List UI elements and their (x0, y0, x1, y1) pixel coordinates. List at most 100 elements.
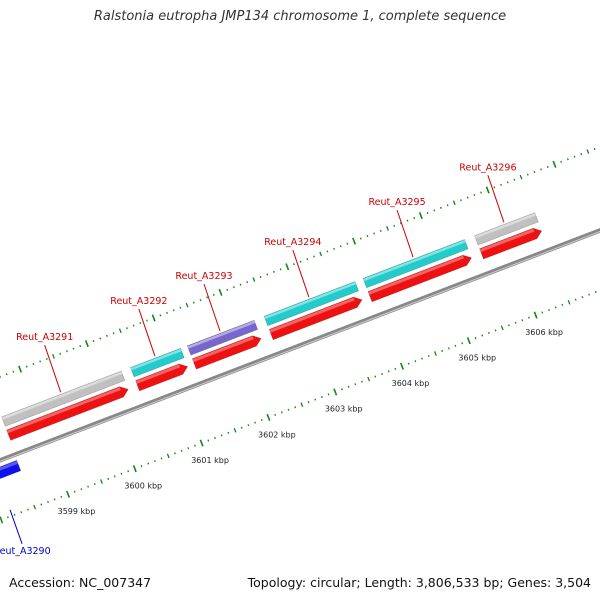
gene-leader-line (203, 283, 221, 332)
outer-tick (446, 204, 449, 207)
outer-tick (480, 191, 482, 194)
outer-tick (399, 222, 402, 225)
gene-label[interactable]: Reut_A3294 (264, 237, 321, 248)
inner-tick (180, 449, 183, 452)
outer-tick (393, 224, 396, 227)
outer-tick (540, 168, 543, 171)
gene-label[interactable]: Reut_A3290 (0, 546, 51, 557)
outer-tick (252, 277, 256, 282)
inner-tick (434, 351, 437, 356)
outer-tick (306, 258, 309, 261)
inner-tick (327, 393, 330, 396)
inner-tick (320, 395, 323, 399)
inner-tick (407, 362, 410, 365)
inner-tick (266, 413, 271, 422)
outer-tick (352, 237, 357, 245)
inner-tick (528, 316, 530, 319)
chromosome-backbone (0, 228, 600, 463)
gene-label[interactable]: Reut_A3291 (16, 332, 73, 343)
gene-label[interactable]: Reut_A3295 (368, 197, 425, 208)
cog-category-track (1, 212, 539, 427)
outer-tick (185, 302, 189, 308)
outer-tick (166, 311, 168, 314)
inner-tick (153, 459, 156, 463)
gene-label[interactable]: Reut_A3292 (110, 296, 167, 307)
inner-tick (132, 465, 137, 473)
backbone-highlight (0, 230, 600, 463)
outer-tick (546, 165, 549, 168)
cog-bar[interactable] (130, 347, 185, 378)
outer-tick (552, 160, 557, 168)
forward-gene-arrow[interactable] (6, 386, 129, 441)
outer-tick (373, 232, 376, 235)
reverse-gene-arrow[interactable] (0, 460, 22, 484)
inner-tick (13, 513, 16, 516)
cog-bar[interactable] (362, 239, 469, 289)
outer-tick (433, 209, 436, 212)
outer-tick (84, 340, 89, 348)
cog-bar[interactable] (263, 281, 359, 327)
outer-tick (45, 357, 48, 360)
inner-tick (574, 298, 577, 301)
inner-tick (381, 372, 383, 376)
cog-bar-highlight (264, 282, 357, 320)
forward-gene-highlight (6, 387, 121, 434)
gene-label[interactable]: Reut_A3293 (175, 271, 232, 282)
outer-tick (79, 345, 82, 348)
outer-tick (452, 200, 456, 206)
inner-tick (127, 470, 130, 473)
inner-tick (53, 498, 56, 501)
forward-gene-arrow[interactable] (135, 363, 189, 392)
inner-tick (227, 431, 230, 434)
gene-leader-line (9, 509, 23, 544)
outer-tick (232, 286, 235, 289)
cog-bar[interactable] (1, 370, 126, 427)
inner-tick (60, 495, 63, 498)
outer-tick (573, 155, 576, 158)
inner-tick-ring (0, 290, 597, 524)
gene-label-layer: Reut_A3291 Reut_A3292 Reut_A3293 Reut_A3294… (0, 162, 517, 556)
outer-tick (500, 183, 502, 186)
forward-gene-arrow[interactable] (479, 227, 543, 260)
outer-tick (586, 149, 590, 154)
inner-tick (394, 367, 397, 370)
outer-tick (239, 283, 242, 286)
outer-tick (151, 314, 156, 322)
inner-tick (294, 406, 297, 409)
inner-tick (300, 402, 304, 408)
cog-bar[interactable] (186, 319, 259, 356)
cog-bar-highlight (1, 371, 123, 420)
inner-tick (160, 457, 163, 460)
outer-tick (313, 255, 315, 258)
gene-label[interactable]: Reut_A3296 (459, 162, 516, 173)
inner-tick (500, 325, 504, 331)
outer-tick (199, 298, 202, 302)
forward-gene-arrow[interactable] (191, 335, 262, 370)
outer-tick (192, 301, 195, 304)
cog-bar[interactable] (474, 212, 539, 246)
inner-tick (220, 434, 223, 437)
inner-tick (541, 311, 544, 314)
inner-tick (260, 418, 263, 422)
outer-tick (593, 147, 596, 151)
forward-gene-highlight (368, 255, 465, 295)
inner-tick (87, 485, 90, 488)
outer-tick (159, 314, 162, 317)
outer-tick (439, 206, 442, 209)
inner-tick (254, 421, 257, 424)
inner-tick (333, 388, 338, 396)
scale-label: 3602 kbp (258, 430, 296, 439)
inner-tick (494, 329, 497, 332)
forward-gene-arrow[interactable] (268, 296, 363, 341)
outer-tick (59, 352, 62, 355)
sequence-summary-text: Topology: circular; Length: 3,806,533 bp… (247, 575, 591, 590)
inner-tick (466, 337, 471, 345)
inner-tick (93, 482, 96, 486)
outer-tick (333, 247, 335, 250)
forward-gene-arrow[interactable] (367, 254, 472, 303)
inner-tick (147, 462, 150, 465)
outer-tick (513, 178, 516, 181)
inner-tick (27, 508, 29, 511)
inner-tick (280, 411, 283, 414)
